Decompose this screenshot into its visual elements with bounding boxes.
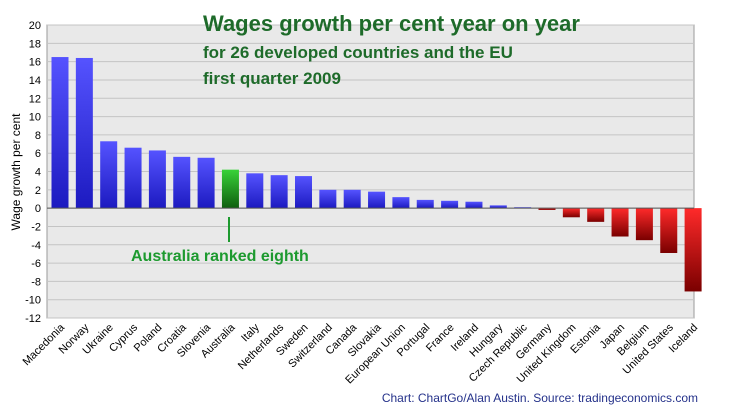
y-tick-label: -10	[25, 295, 41, 307]
y-tick-label: 0	[35, 203, 41, 215]
bar-macedonia	[51, 57, 69, 209]
bar-united-states	[660, 208, 678, 253]
bar-sweden	[295, 176, 312, 209]
bar-switzerland	[319, 189, 337, 209]
bars	[51, 57, 702, 292]
chart-subtitle-line-2: first quarter 2009	[203, 69, 341, 88]
bar-hungary	[489, 205, 507, 209]
y-tick-label: 4	[35, 167, 41, 179]
bar-portugal	[416, 199, 434, 209]
bar-belgium	[635, 208, 653, 241]
y-tick-label: 20	[29, 20, 41, 32]
y-tick-label: -6	[31, 258, 41, 270]
bar-croatia	[173, 156, 191, 209]
bar-slovenia	[197, 157, 215, 209]
bar-iceland	[684, 208, 702, 292]
bar-japan	[611, 208, 629, 237]
y-tick-label: 10	[29, 112, 41, 124]
y-tick-label: 6	[35, 148, 41, 160]
bar-cyprus	[124, 147, 142, 209]
bar-european-union	[392, 197, 410, 209]
y-tick-label: -4	[31, 240, 41, 252]
y-tick-label: 8	[35, 130, 41, 142]
y-tick-label: -8	[31, 276, 41, 288]
y-tick-label: 18	[29, 38, 41, 50]
bar-estonia	[587, 208, 605, 222]
bar-australia	[221, 169, 239, 209]
annotation-text: Australia ranked eighth	[131, 248, 309, 265]
bar-netherlands	[270, 175, 288, 209]
bar-norway	[75, 57, 93, 209]
chart-subtitle-line-1: for 26 developed countries and the EU	[203, 43, 513, 62]
bar-united-kingdom	[562, 208, 580, 218]
y-tick-label: 2	[35, 185, 41, 197]
y-tick-label: -2	[31, 221, 41, 233]
y-tick-label: 12	[29, 93, 41, 105]
bar-ireland	[465, 201, 483, 209]
bar-italy	[246, 173, 264, 209]
y-axis-ticks: -12 -10 -8 -6 -4 -2 0 2 4 6 8 10 12 14 16 18 20	[25, 20, 41, 325]
y-tick-label: 16	[29, 57, 41, 69]
bar-canada	[343, 189, 361, 209]
bar-germany	[538, 208, 556, 210]
bar-slovakia	[368, 191, 386, 209]
source-credit: Chart: ChartGo/Alan Austin. Source: trad…	[382, 391, 698, 405]
bar-poland	[148, 150, 166, 209]
y-tick-label: 14	[29, 75, 41, 87]
y-tick-label: -12	[25, 313, 41, 325]
category-labels: MacedoniaNorwayUkraineCyprusPolandCroati…	[21, 321, 701, 386]
bar-france	[441, 200, 459, 209]
chart-title: Wages growth per cent year on year	[203, 11, 580, 36]
y-axis-label: Wage growth per cent	[9, 113, 23, 231]
bar-ukraine	[100, 141, 118, 209]
